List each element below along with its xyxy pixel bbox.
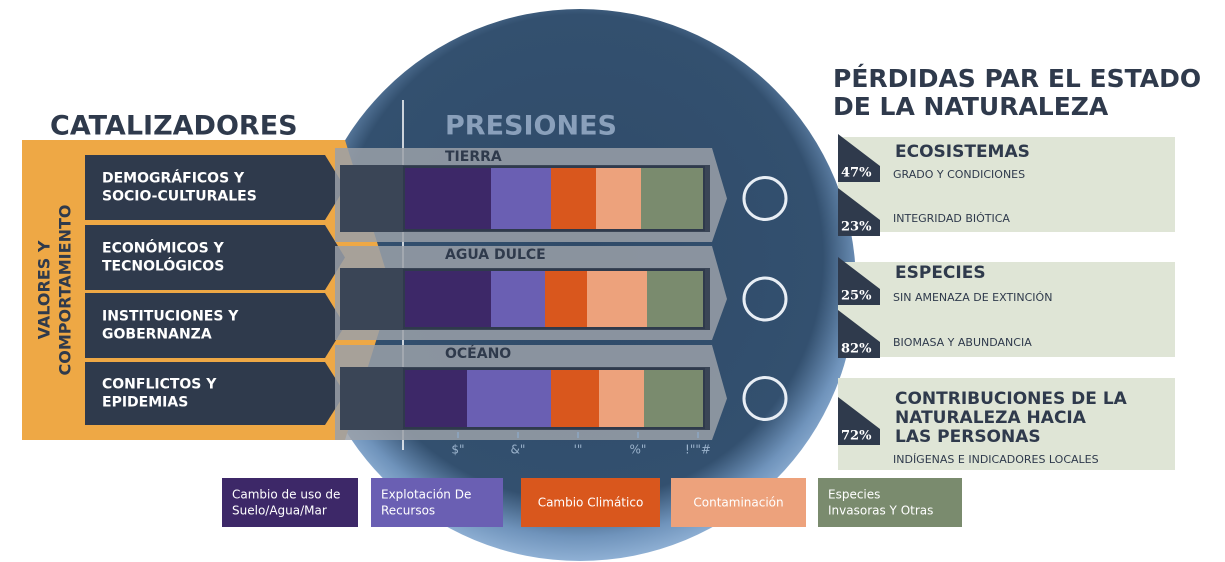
legend-label: Suelo/Agua/Mar <box>232 504 327 518</box>
loss-percent: 25% <box>841 289 872 304</box>
bar-segment <box>491 270 545 328</box>
legend-swatch <box>818 478 962 527</box>
pressure-name: AGUA DULCE <box>445 247 546 263</box>
driver-label: INSTITUCIONES Y <box>102 309 239 325</box>
driver-box <box>85 155 345 220</box>
loss-percent: 23% <box>841 220 872 235</box>
driver-label: DEMOGRÁFICOS Y <box>102 170 245 187</box>
left-title: CATALIZADORES <box>50 111 298 142</box>
tick-label: &" <box>511 443 526 457</box>
center-title: PRESIONES <box>445 111 617 142</box>
bar-segment <box>647 270 704 328</box>
loss-percent: 82% <box>841 342 872 357</box>
bar-segment <box>545 270 587 328</box>
loss-heading: LAS PERSONAS <box>895 427 1041 447</box>
legend-label: Cambio de uso de <box>232 488 340 502</box>
legend-label: Invasoras Y Otras <box>828 504 933 518</box>
legend-label: Explotación De <box>381 488 471 502</box>
bar-segment <box>551 369 599 428</box>
driver-box <box>85 225 345 290</box>
legend-swatch <box>222 478 358 527</box>
bar-segment <box>587 270 647 328</box>
infographic: CATALIZADORES PRESIONES VALORES Y COMPOR… <box>0 0 1225 562</box>
loss-heading: NATURALEZA HACIA <box>895 408 1087 428</box>
bar-segment <box>596 167 641 230</box>
tick-label: $" <box>451 443 464 457</box>
right-title: PÉRDIDAS PAR EL ESTADO <box>833 64 1201 93</box>
pressure-name: TIERRA <box>445 149 502 165</box>
side-label: VALORES Y <box>35 240 54 339</box>
loss-heading: CONTRIBUCIONES DE LA <box>895 389 1128 409</box>
driver-label: EPIDEMIAS <box>102 395 188 411</box>
right-title: DE LA NATURALEZA <box>833 92 1109 121</box>
legend-swatch <box>371 478 503 527</box>
loss-label: SIN AMENAZA DE EXTINCIÓN <box>893 291 1052 304</box>
legend-label: Cambio Climático <box>538 496 644 510</box>
bar-segment <box>599 369 644 428</box>
loss-label: INTEGRIDAD BIÓTICA <box>893 212 1010 225</box>
bar-segment <box>404 270 491 328</box>
bar-segment <box>551 167 596 230</box>
legend-label: Especies <box>828 488 880 502</box>
bar-segment <box>641 167 704 230</box>
loss-percent: 72% <box>841 429 872 444</box>
loss-label: BIOMASA Y ABUNDANCIA <box>893 336 1032 349</box>
loss-percent: 47% <box>841 166 872 181</box>
tick-label: !""# <box>685 443 711 457</box>
bar-segment <box>491 167 551 230</box>
driver-label: CONFLICTOS Y <box>102 377 217 393</box>
loss-heading: ECOSISTEMAS <box>895 142 1030 162</box>
driver-label: GOBERNANZA <box>102 327 212 343</box>
legend-label: Contaminación <box>693 496 783 510</box>
bar-segment <box>404 167 491 230</box>
driver-label: TECNOLÓGICOS <box>102 257 224 275</box>
loss-label: GRADO Y CONDICIONES <box>893 168 1025 181</box>
driver-label: SOCIO-CULTURALES <box>102 189 257 205</box>
tick-label: %" <box>630 443 647 457</box>
driver-label: ECONÓMICOS Y <box>102 239 225 257</box>
legend-label: Recursos <box>381 504 435 518</box>
pressure-name: OCÉANO <box>445 345 511 362</box>
loss-heading: ESPECIES <box>895 263 986 283</box>
driver-box <box>85 293 345 358</box>
bar-segment <box>467 369 551 428</box>
side-label: COMPORTAMIENTO <box>56 205 75 376</box>
driver-box <box>85 362 345 425</box>
loss-label: INDÍGENAS E INDICADORES LOCALES <box>893 453 1099 466</box>
tick-label: '" <box>574 443 583 457</box>
bar-segment <box>404 369 467 428</box>
bar-segment <box>644 369 704 428</box>
